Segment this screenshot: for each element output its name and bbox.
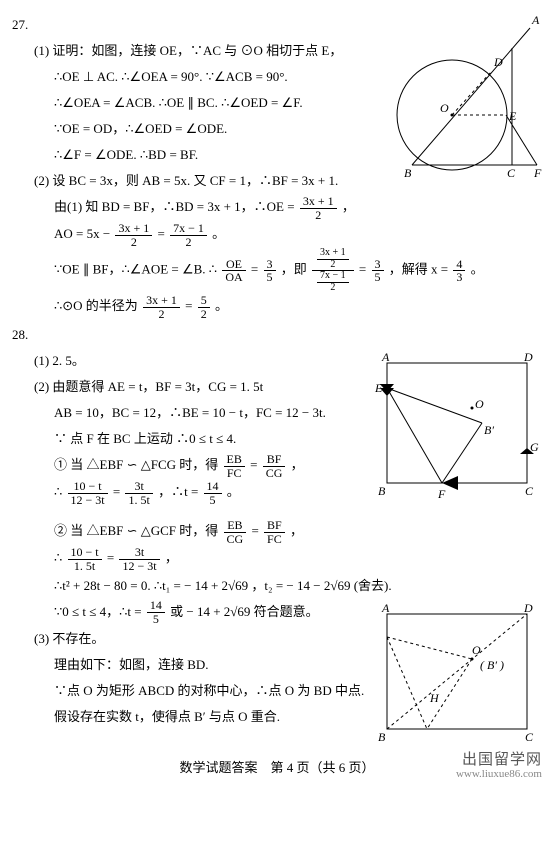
svg-text:C: C (525, 484, 534, 498)
svg-text:O: O (472, 643, 481, 657)
svg-text:A: A (381, 601, 390, 615)
p27-line3: ∴∠OEA = ∠ACB. ∴OE ∥ BC. ∴∠OED = ∠F. (12, 90, 376, 116)
svg-text:F: F (437, 487, 446, 501)
svg-text:O: O (475, 397, 484, 411)
fraction: 3x + 12 (300, 195, 337, 221)
p27-line8: AO = 5x − 3x + 12 = 7x − 12 。 (12, 221, 542, 248)
p28-line12: 理由如下：如图，连接 BD. (12, 652, 366, 678)
p28-line11: (3) 不存在。 (12, 626, 366, 652)
p28-line14: 假设存在实数 t，使得点 B′ 与点 O 重合. (12, 704, 366, 730)
svg-text:H: H (429, 691, 440, 705)
p28-line3: AB = 10，BC = 12，∴BE = 10 − t，FC = 12 − 3… (12, 400, 366, 426)
p27-line10: ∴⊙O 的半径为 3x + 12 = 52 。 (12, 293, 542, 320)
svg-text:B: B (404, 166, 412, 180)
p28-line10: ∵0 ≤ t ≤ 4，∴t = 145 或 − 14 + 2√69 符合题意。 (12, 599, 366, 626)
svg-text:D: D (523, 350, 533, 364)
p28-line7: ② 当 △EBF ∽ △GCF 时，得 EBCG = BFFC ， (12, 518, 542, 545)
svg-text:A: A (381, 350, 390, 364)
p28-line6: ∴ 10 − t12 − 3t = 3t1. 5t ，∴t = 145 。 (12, 479, 366, 506)
p27-l7a: 由(1) 知 BD = BF，∴BD = 3x + 1，∴OE = (54, 199, 298, 214)
p27-line1: (1) 证明：如图，连接 OE，∵AC 与 ⊙O 相切于点 E， (12, 38, 376, 64)
figure-28b: A D O ( B′ ) H B C (372, 599, 542, 749)
watermark-title: 出国留学网 (456, 752, 542, 769)
svg-text:E: E (374, 381, 383, 395)
p27-line5: ∴∠F = ∠ODE. ∴BD = BF. (12, 142, 376, 168)
p27-line7: 由(1) 知 BD = BF，∴BD = 3x + 1，∴OE = 3x + 1… (12, 194, 376, 221)
problem-28-number: 28. (12, 322, 542, 348)
p27-line9: ∵OE ∥ BF，∴∠AOE = ∠B. ∴ OEOA = 35 ，即 3x +… (12, 248, 542, 293)
svg-text:( B′ ): ( B′ ) (480, 658, 504, 672)
p28-line8: ∴ 10 − t1. 5t = 3t12 − 3t ， (12, 545, 542, 572)
p27-line6: (2) 设 BC = 3x，则 AB = 5x. 又 CF = 1，∴BF = … (12, 168, 376, 194)
watermark: 出国留学网 www.liuxue86.com (456, 752, 542, 781)
p28-line13: ∵点 O 为矩形 ABCD 的对称中心，∴点 O 为 BD 中点. (12, 678, 366, 704)
p28-line1: (1) 2. 5。 (12, 348, 366, 374)
svg-text:C: C (507, 166, 516, 180)
svg-text:C: C (525, 730, 534, 744)
svg-text:B′: B′ (484, 423, 494, 437)
p28-line4: ∵ 点 F 在 BC 上运动 ∴0 ≤ t ≤ 4. (12, 426, 366, 452)
svg-text:B: B (378, 484, 386, 498)
svg-text:D: D (493, 55, 503, 69)
compound-fraction: 3x + 12 7x − 12 (312, 248, 354, 293)
svg-text:E: E (508, 109, 517, 123)
watermark-url: www.liuxue86.com (456, 768, 542, 780)
svg-text:B: B (378, 730, 386, 744)
footer-text: 数学试题答案 第 4 页（共 6 页） (179, 760, 374, 775)
svg-text:O: O (440, 101, 449, 115)
p27-line2: ∴OE ⊥ AC. ∴∠OEA = 90°. ∵∠ACB = 90°. (12, 64, 376, 90)
p28-line2: (2) 由题意得 AE = t，BF = 3t，CG = 1. 5t (12, 374, 366, 400)
p28-line5: ① 当 △EBF ∽ △FCG 时，得 EBFC = BFCG ， (12, 452, 366, 479)
page-footer: 数学试题答案 第 4 页（共 6 页） 出国留学网 www.liuxue86.c… (12, 755, 542, 781)
svg-text:G: G (530, 440, 539, 454)
p27-line4: ∵OE = OD，∴∠OED = ∠ODE. (12, 116, 376, 142)
figure-28a: A D E O B′ G B F C (372, 348, 542, 518)
p28-line9: ∴t² + 28t − 80 = 0. ∴t₁ = − 14 + 2√69 ，t… (12, 573, 542, 599)
svg-text:D: D (523, 601, 533, 615)
p27-l7b: ， (342, 199, 355, 214)
svg-text:A: A (531, 13, 540, 27)
problem-27-number: 27. (12, 12, 376, 38)
figure-27: A D O E B C F (382, 10, 542, 195)
svg-text:F: F (533, 166, 542, 180)
